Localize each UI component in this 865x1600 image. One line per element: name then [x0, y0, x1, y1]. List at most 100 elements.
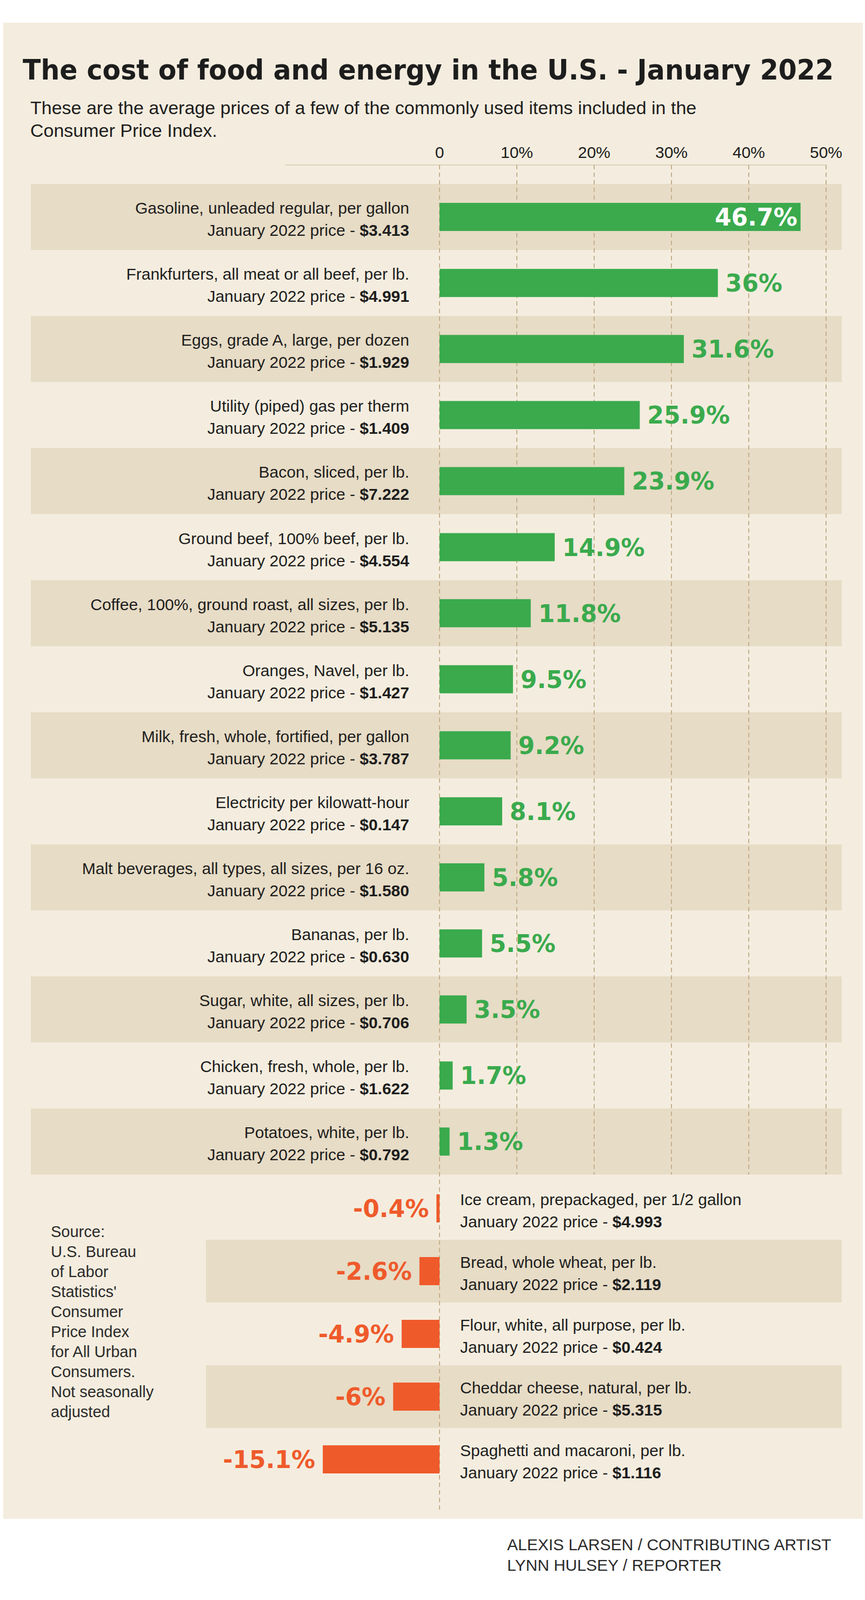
price-label: January 2022 price - $1.116	[460, 1462, 662, 1481]
source-note: Consumers.	[50, 1362, 136, 1380]
labels: Gasoline, unleaded regular, per gallonJa…	[82, 198, 798, 1481]
category-label: Electricity per kilowatt-hour	[215, 793, 410, 811]
value-label: 3.5%	[474, 995, 541, 1023]
tick-label: 20%	[577, 143, 611, 162]
tick-label: 50%	[809, 143, 843, 162]
category-label: Coffee, 100%, ground roast, all sizes, p…	[90, 595, 410, 614]
source-note: for All Urban	[50, 1342, 138, 1360]
value-label: 1.7%	[460, 1061, 527, 1089]
category-label: Bread, whole wheat, per lb.	[460, 1252, 657, 1271]
bar	[439, 1126, 450, 1155]
grid	[439, 164, 827, 1509]
price-label: January 2022 price - $4.991	[207, 287, 410, 305]
value-label: 46.7%	[714, 203, 798, 231]
category-label: Ice cream, prepackaged, per 1/2 gallon	[460, 1189, 742, 1208]
row-bands	[30, 183, 842, 1428]
row-band	[205, 1364, 842, 1428]
price-label: January 2022 price - $0.792	[207, 1145, 410, 1163]
bar	[439, 334, 684, 363]
category-label: Malt beverages, all types, all sizes, pe…	[82, 859, 410, 877]
source-note: U.S. Bureau	[50, 1242, 137, 1260]
value-label: -0.4%	[353, 1194, 429, 1222]
grid-line	[748, 164, 750, 1175]
category-label: Flour, white, all purpose, per lb.	[460, 1315, 686, 1334]
category-label: Bananas, per lb.	[291, 925, 410, 943]
row-band	[30, 580, 842, 647]
category-label: Ground beef, 100% beef, per lb.	[178, 529, 410, 548]
price-label: January 2022 price - $0.424	[460, 1337, 663, 1356]
bar	[439, 928, 483, 957]
price-label: January 2022 price - $7.222	[207, 484, 410, 503]
credit: LYNN HULSEY / REPORTER	[507, 1555, 722, 1574]
bar	[439, 1060, 453, 1089]
value-label: 9.2%	[518, 731, 585, 760]
category-label: Oranges, Navel, per lb.	[242, 661, 410, 680]
row-band	[30, 447, 842, 514]
bar	[439, 202, 801, 231]
bar	[439, 268, 718, 297]
source-note: Consumer	[50, 1302, 124, 1320]
price-label: January 2022 price - $0.630	[207, 947, 410, 966]
value-label: 14.9%	[562, 533, 645, 562]
bar	[436, 1193, 440, 1222]
value-label: 25.9%	[647, 401, 730, 429]
bar	[401, 1319, 440, 1348]
price-label: January 2022 price - $5.135	[207, 617, 410, 636]
value-label: 1.3%	[457, 1127, 524, 1155]
bar	[439, 994, 467, 1023]
grid-line	[593, 164, 595, 1175]
credit: ALEXIS LARSEN / CONTRIBUTING ARTIST	[507, 1534, 832, 1553]
category-label: Chicken, fresh, whole, per lb.	[200, 1056, 410, 1075]
row-band	[30, 315, 842, 382]
source-note: Price Index	[50, 1322, 130, 1340]
title: The cost of food and energy in the U.S. …	[22, 53, 834, 86]
price-label: January 2022 price - $1.929	[207, 353, 410, 371]
price-label: January 2022 price - $1.409	[207, 418, 410, 437]
price-label: January 2022 price - $4.554	[207, 551, 410, 570]
row-band	[205, 1239, 842, 1302]
grid-line	[825, 164, 827, 1175]
chart: The cost of food and energy in the U.S. …	[0, 0, 865, 1600]
value-label: 5.5%	[489, 929, 556, 957]
value-label: -15.1%	[222, 1445, 316, 1473]
price-label: January 2022 price - $0.147	[207, 815, 410, 834]
subtitle: Consumer Price Index.	[30, 120, 218, 141]
row-band	[30, 183, 842, 250]
bar	[439, 466, 625, 495]
source-note: Statistics'	[50, 1282, 117, 1300]
price-label: January 2022 price - $4.993	[460, 1212, 663, 1230]
category-label: Potatoes, white, per lb.	[244, 1122, 410, 1141]
value-label: 11.8%	[538, 599, 622, 628]
grid-line	[670, 164, 672, 1175]
price-label: January 2022 price - $3.413	[207, 221, 410, 239]
grid-line	[438, 164, 441, 1509]
value-label: -2.6%	[336, 1256, 412, 1285]
source-note: of Labor	[50, 1262, 109, 1280]
tick-label: 40%	[732, 143, 765, 162]
bar	[439, 599, 531, 628]
page-background	[0, 0, 865, 1600]
price-label: January 2022 price - $2.119	[460, 1274, 662, 1293]
bar	[393, 1381, 440, 1410]
value-label: 31.6%	[691, 335, 775, 363]
value-label: 5.8%	[491, 863, 558, 891]
bar	[439, 730, 511, 760]
row-band	[30, 712, 842, 778]
tick-label: 0	[435, 143, 445, 162]
category-label: Eggs, grade A, large, per dozen	[181, 330, 410, 349]
category-label: Cheddar cheese, natural, per lb.	[460, 1378, 692, 1396]
category-label: Frankfurters, all meat or all beef, per …	[125, 264, 410, 283]
bar	[322, 1444, 440, 1473]
bar	[439, 862, 485, 891]
row-band	[30, 843, 842, 910]
source-note: Not seasonally	[50, 1382, 155, 1400]
category-label: Bacon, sliced, per lb.	[258, 462, 410, 481]
value-label: 9.5%	[520, 665, 587, 694]
value-label: -6%	[335, 1382, 386, 1410]
value-label: 23.9%	[631, 467, 715, 495]
tick-label: 30%	[655, 143, 688, 162]
bars	[322, 202, 801, 1473]
price-label: January 2022 price - $1.427	[207, 683, 410, 702]
bar	[419, 1256, 440, 1285]
price-label: January 2022 price - $3.787	[207, 749, 410, 768]
